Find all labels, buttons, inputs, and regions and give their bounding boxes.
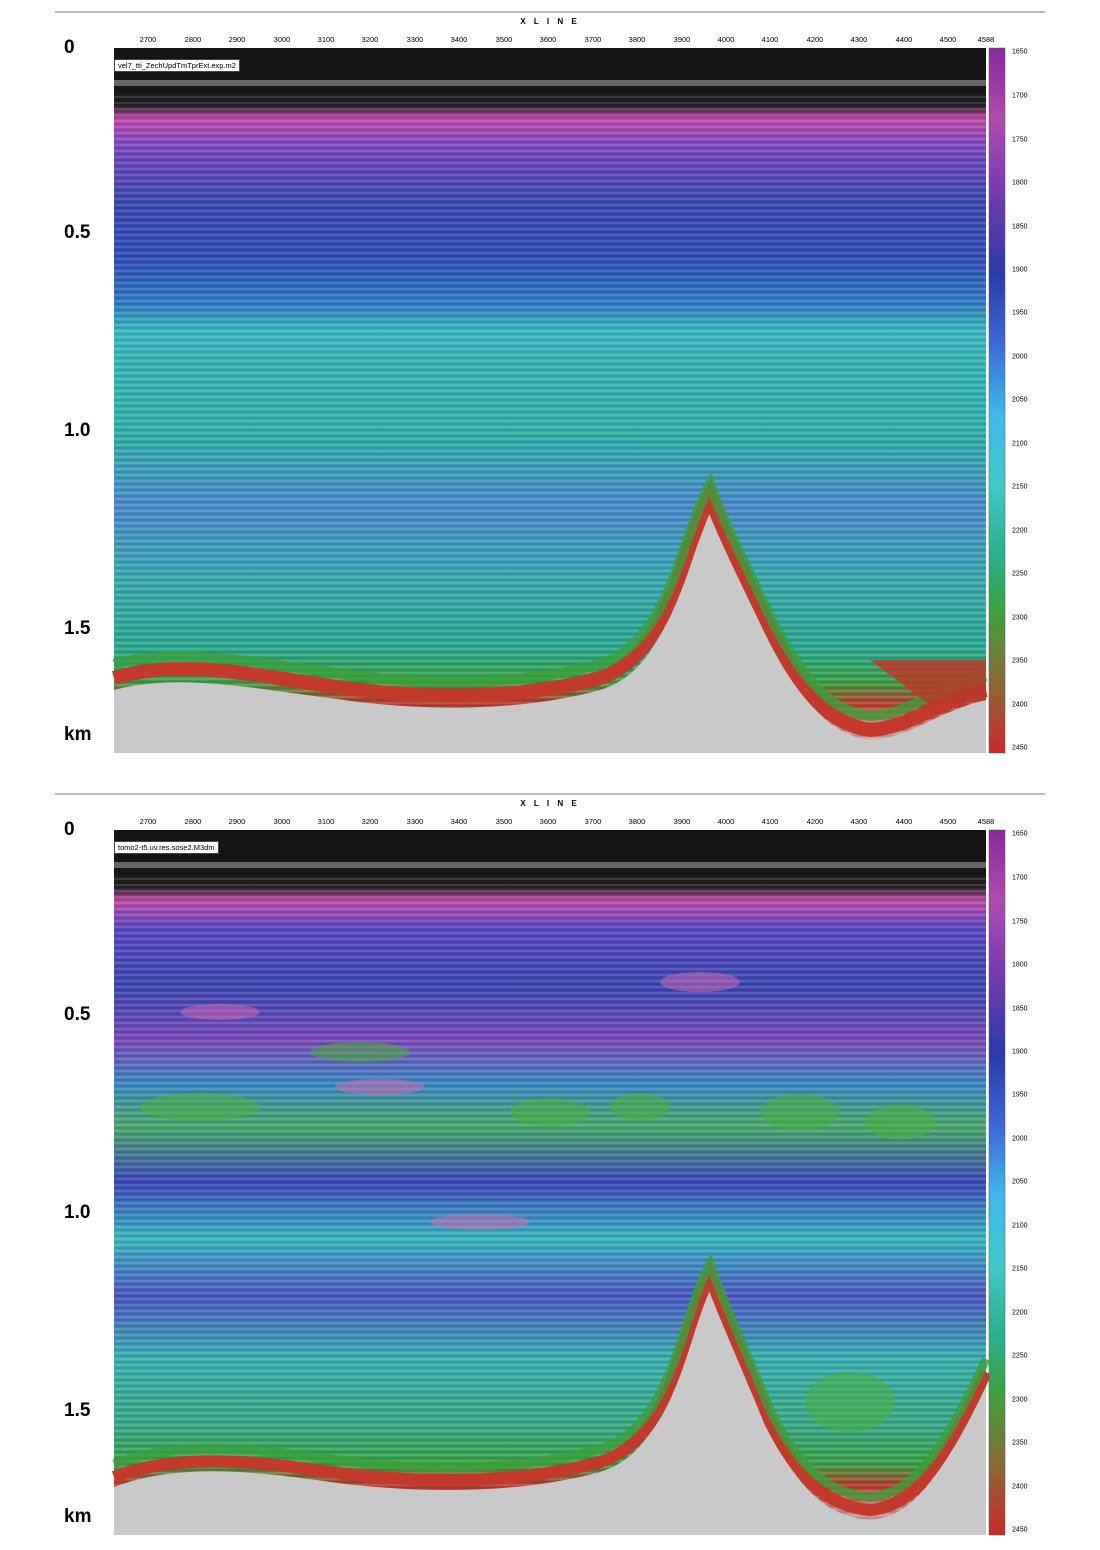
xline-tick: 3000 (273, 35, 291, 44)
colorbar-tick: 1800 (1012, 961, 1028, 969)
depth-tick: 1.0 (64, 1202, 91, 1223)
xline-axis-title: X L I N E (520, 17, 580, 26)
depth-unit: km (64, 724, 92, 745)
xline-tick: 3100 (317, 817, 335, 826)
xline-tick: 3600 (539, 817, 557, 826)
colorbar-tick: 2200 (1012, 1309, 1028, 1317)
xline-tick: 3100 (317, 35, 335, 44)
colorbar-tick: 2350 (1012, 657, 1028, 665)
colorbar-tick: 2300 (1012, 1396, 1028, 1404)
colorbar-tick: 2100 (1012, 1222, 1028, 1230)
depth-tick: 0 (64, 37, 75, 58)
xline-tick: 4300 (850, 817, 868, 826)
bottom-seismic-image (55, 793, 1045, 1536)
depth-tick: 1.5 (64, 1400, 91, 1421)
colorbar-tick: 2350 (1012, 1439, 1028, 1447)
colorbar-tick: 2000 (1012, 1135, 1028, 1143)
depth-tick: 1.5 (64, 618, 91, 639)
volume-label: vel7_tti_ZechUpdTmTprExt.exp.m2 (114, 59, 240, 72)
colorbar-tick: 2100 (1012, 440, 1028, 448)
colorbar-tick: 2200 (1012, 527, 1028, 535)
xline-tick: 3300 (406, 35, 424, 44)
colorbar-tick: 1700 (1012, 874, 1028, 882)
xline-tick: 4500 (939, 817, 957, 826)
xline-tick: 2900 (228, 817, 246, 826)
xline-tick: 3500 (495, 817, 513, 826)
xline-tick: 4200 (806, 817, 824, 826)
xline-tick: 2800 (184, 35, 202, 44)
colorbar-tick: 1950 (1012, 309, 1028, 317)
colorbar-tick: 2150 (1012, 1265, 1028, 1273)
colorbar-tick: 2300 (1012, 614, 1028, 622)
colorbar-tick: 1950 (1012, 1091, 1028, 1099)
depth-unit: km (64, 1506, 92, 1527)
xline-tick: 4100 (761, 35, 779, 44)
colorbar-tick: 2050 (1012, 1178, 1028, 1186)
xline-tick: 4100 (761, 817, 779, 826)
colorbar-tick: 1650 (1012, 48, 1028, 56)
colorbar-tick: 2400 (1012, 701, 1028, 709)
colorbar-tick: 1800 (1012, 179, 1028, 187)
xline-tick: 3400 (450, 817, 468, 826)
xline-tick: 3800 (628, 817, 646, 826)
xline-tick: 2800 (184, 817, 202, 826)
xline-tick: 4200 (806, 35, 824, 44)
colorbar-tick: 1900 (1012, 1048, 1028, 1056)
xline-tick: 4000 (717, 817, 735, 826)
xline-tick: 3900 (673, 35, 691, 44)
xline-tick: 2700 (139, 35, 157, 44)
colorbar-tick: 2250 (1012, 1352, 1028, 1360)
colorbar-tick: 2250 (1012, 570, 1028, 578)
xline-tick: 4400 (895, 817, 913, 826)
xline-tick: 2900 (228, 35, 246, 44)
xline-tick: 4588 (977, 817, 995, 826)
xline-tick: 3200 (361, 35, 379, 44)
colorbar-tick: 1750 (1012, 136, 1028, 144)
xline-tick: 3600 (539, 35, 557, 44)
colorbar-tick: 1650 (1012, 830, 1028, 838)
colorbar-tick: 2450 (1012, 744, 1028, 752)
colorbar-tick: 1900 (1012, 266, 1028, 274)
xline-tick: 4500 (939, 35, 957, 44)
xline-tick: 4000 (717, 35, 735, 44)
colorbar-tick: 1850 (1012, 1005, 1028, 1013)
colorbar-tick: 1700 (1012, 92, 1028, 100)
depth-tick: 0.5 (64, 222, 91, 243)
xline-tick: 4588 (977, 35, 995, 44)
xline-tick: 4300 (850, 35, 868, 44)
xline-tick: 3500 (495, 35, 513, 44)
xline-tick: 3900 (673, 817, 691, 826)
xline-tick: 3000 (273, 817, 291, 826)
colorbar-tick: 2050 (1012, 396, 1028, 404)
xline-tick: 3800 (628, 35, 646, 44)
bottom-seismic-panel: X L I N E 2700 2800 2900 3000 3100 3200 … (0, 782, 1100, 1547)
top-seismic-panel: X L I N E 2700 2800 2900 3000 3100 3200 … (0, 0, 1100, 765)
xline-axis-title: X L I N E (520, 799, 580, 808)
xline-tick: 3700 (584, 817, 602, 826)
xline-tick: 4400 (895, 35, 913, 44)
colorbar-tick: 2450 (1012, 1526, 1028, 1534)
xline-tick: 3400 (450, 35, 468, 44)
volume-label: tomo2-t5.uv.res.sose2.M3dm (114, 841, 219, 854)
xline-tick: 3300 (406, 817, 424, 826)
colorbar-tick: 2150 (1012, 483, 1028, 491)
xline-tick: 3700 (584, 35, 602, 44)
xline-tick: 2700 (139, 817, 157, 826)
depth-tick: 1.0 (64, 420, 91, 441)
top-seismic-image (55, 11, 1045, 754)
depth-tick: 0.5 (64, 1004, 91, 1025)
depth-tick: 0 (64, 819, 75, 840)
colorbar-tick: 2400 (1012, 1483, 1028, 1491)
colorbar-tick: 1850 (1012, 223, 1028, 231)
xline-tick: 3200 (361, 817, 379, 826)
colorbar-tick: 2000 (1012, 353, 1028, 361)
colorbar-tick: 1750 (1012, 918, 1028, 926)
